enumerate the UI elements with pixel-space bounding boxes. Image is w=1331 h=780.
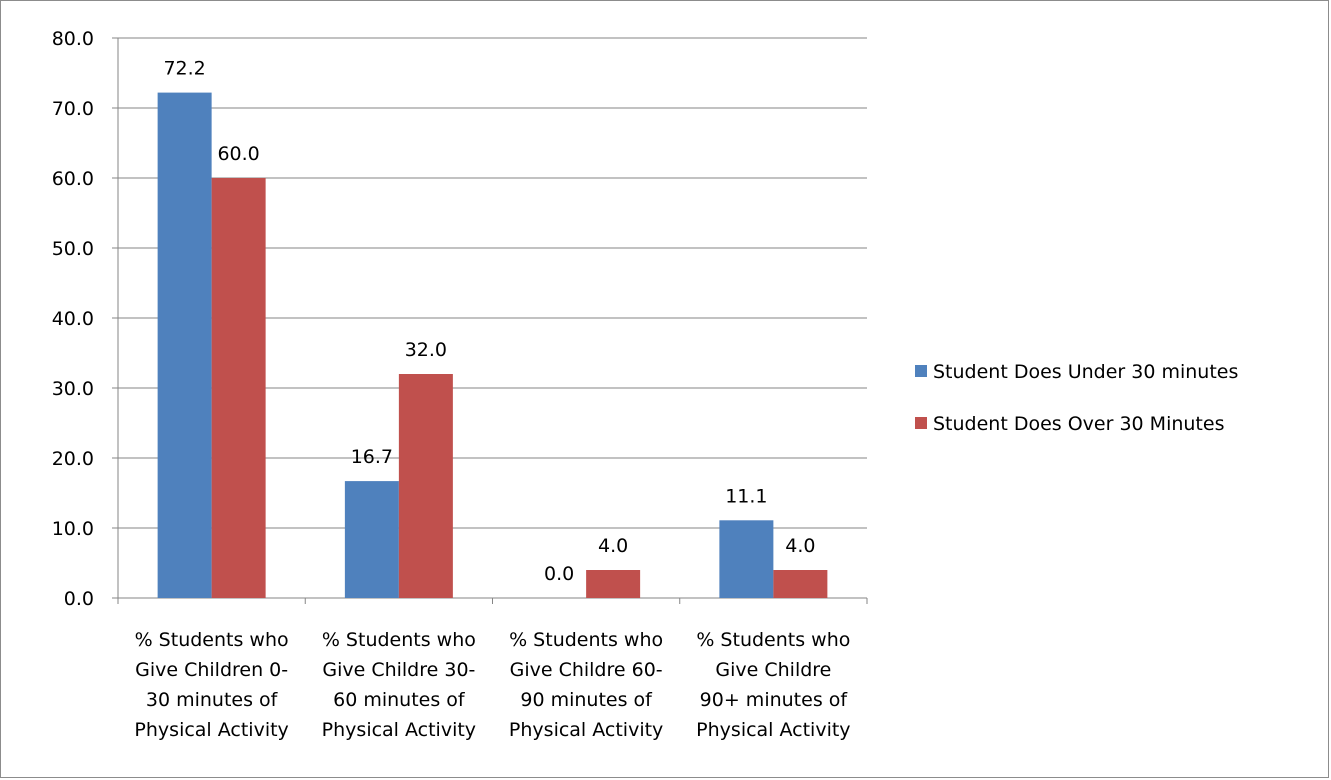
y-tick-label: 50.0	[52, 238, 94, 260]
data-labels: 72.2 60.0 16.7 32.0 0.0 4.0 11.1 4.0	[163, 58, 815, 585]
data-label: 4.0	[785, 535, 815, 557]
x-category-label: % Students who Give Childre 30-60 minutes…	[322, 629, 476, 741]
bar-over-30	[211, 178, 266, 598]
legend-swatch	[915, 365, 927, 377]
y-tick-label: 10.0	[52, 518, 94, 540]
y-tick-label: 20.0	[52, 448, 94, 470]
y-tick-label: 80.0	[52, 28, 94, 50]
data-label: 72.2	[163, 58, 205, 80]
bar-over-30	[773, 570, 828, 598]
bar-under-30	[719, 520, 774, 598]
data-label: 4.0	[598, 535, 628, 557]
y-tick-label: 30.0	[52, 378, 94, 400]
bar-over-30	[398, 374, 453, 598]
x-category-labels: % Students who Give Children 0-30 minutes…	[134, 629, 850, 741]
bar-over-30	[586, 570, 641, 598]
x-category-label: % Students who Give Childre 60-90 minutes…	[509, 629, 663, 741]
y-tick-label: 40.0	[52, 308, 94, 330]
data-label: 16.7	[351, 446, 393, 468]
bar-under-30	[157, 92, 212, 598]
legend-label: Student Does Over 30 Minutes	[933, 413, 1224, 435]
legend-label: Student Does Under 30 minutes	[933, 361, 1238, 383]
legend-swatch	[915, 417, 927, 429]
data-label: 11.1	[725, 485, 767, 507]
y-tick-labels: 0.0 10.0 20.0 30.0 40.0 50.0 60.0 70.0 80.0	[52, 28, 94, 610]
y-tick-label: 0.0	[64, 588, 94, 610]
x-category-label: % Students who Give Children 0-30 minutes…	[134, 629, 288, 741]
y-tick-label: 70.0	[52, 98, 94, 120]
legend: Student Does Under 30 minutes Student Doe…	[915, 361, 1238, 435]
data-label: 0.0	[544, 563, 574, 585]
y-tick-label: 60.0	[52, 168, 94, 190]
bar-under-30	[344, 481, 399, 598]
x-category-label: % Students who Give Childre 90+ minutes of…	[696, 629, 850, 741]
data-label: 60.0	[217, 143, 259, 165]
bars	[157, 92, 828, 598]
data-label: 32.0	[405, 339, 447, 361]
